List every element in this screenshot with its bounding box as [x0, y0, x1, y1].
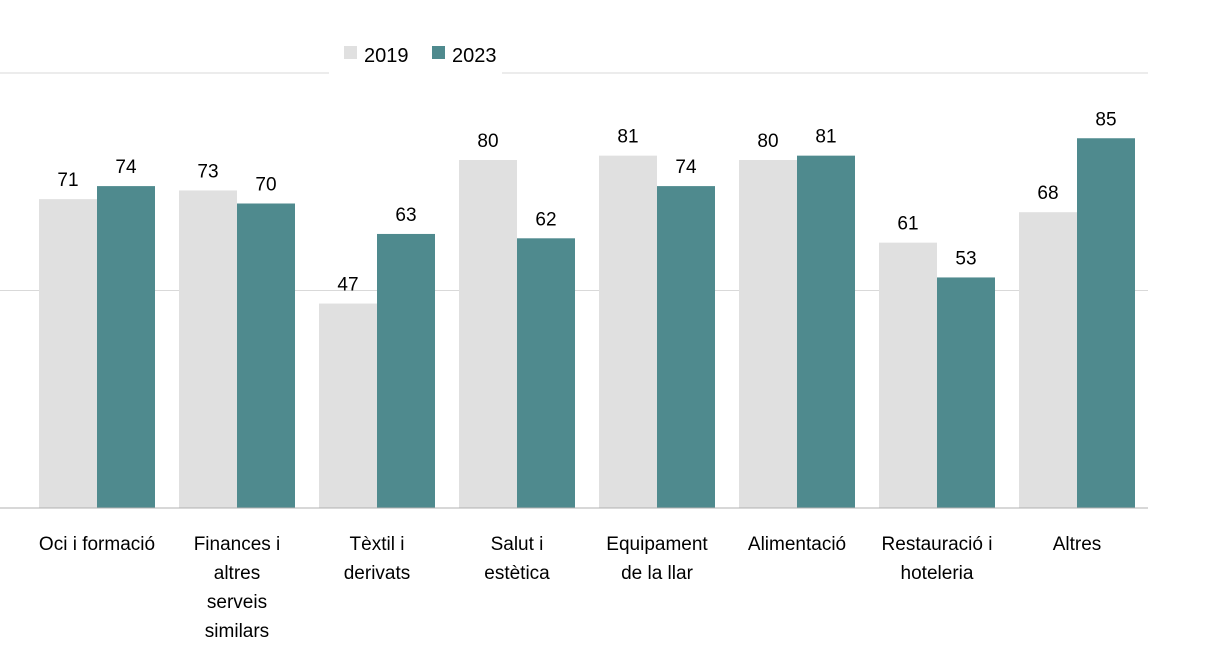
value-label-2023-1: 70 — [255, 175, 276, 196]
category-label-2: Tèxtil i derivats — [343, 534, 411, 584]
bars — [39, 138, 1135, 509]
value-label-2019-2: 47 — [337, 275, 358, 296]
legend: 2019 2023 — [329, 38, 502, 76]
value-label-2023-0: 74 — [115, 157, 137, 178]
value-label-2023-2: 63 — [395, 205, 416, 226]
bar-2019-1 — [179, 190, 237, 508]
value-labels: 71 74 73 70 47 63 80 62 81 74 80 81 61 53 68 85 — [57, 109, 1116, 295]
category-label-5: Alimentació — [747, 534, 847, 555]
bar-2019-4 — [599, 155, 657, 508]
bar-2023-6 — [937, 277, 995, 508]
bar-2019-2 — [319, 303, 377, 508]
bar-2023-3 — [517, 238, 575, 509]
legend-label-2023: 2023 — [452, 45, 497, 67]
legend-swatch-2019 — [344, 46, 357, 59]
bar-2019-0 — [39, 199, 97, 508]
bar-2023-7 — [1077, 138, 1135, 508]
category-label-3: Salut i estètica — [484, 534, 550, 584]
bar-2019-3 — [459, 160, 517, 508]
value-label-2019-3: 80 — [477, 131, 498, 152]
category-label-4: Equipament de la llar — [606, 534, 708, 584]
value-label-2023-3: 62 — [535, 209, 556, 230]
legend-background — [329, 38, 502, 76]
bar-2019-5 — [739, 160, 797, 508]
value-label-2019-0: 71 — [57, 170, 78, 191]
value-label-2023-5: 81 — [815, 127, 836, 148]
category-label-0: Oci i formació — [38, 534, 156, 555]
bar-2019-7 — [1019, 212, 1077, 508]
bar-2023-4 — [657, 186, 715, 508]
bar-2023-2 — [377, 233, 435, 508]
bar-2023-0 — [97, 186, 155, 508]
value-label-2023-6: 53 — [955, 248, 976, 269]
bar-2023-5 — [797, 155, 855, 508]
value-label-2023-7: 85 — [1095, 109, 1116, 130]
value-label-2019-4: 81 — [617, 127, 638, 148]
legend-swatch-2023 — [432, 46, 445, 59]
category-label-1: Finances i altres serveis similars — [193, 534, 281, 642]
value-label-2019-6: 61 — [897, 214, 918, 235]
value-label-2023-4: 74 — [675, 157, 697, 178]
bar-2023-1 — [237, 203, 295, 508]
value-label-2019-1: 73 — [197, 161, 218, 182]
bar-2019-6 — [879, 242, 937, 508]
category-label-7: Altres — [1052, 534, 1102, 555]
category-label-6: Restauració i hoteleria — [881, 534, 993, 584]
value-label-2019-5: 80 — [757, 131, 778, 152]
value-label-2019-7: 68 — [1037, 183, 1058, 204]
legend-label-2019: 2019 — [364, 45, 409, 67]
